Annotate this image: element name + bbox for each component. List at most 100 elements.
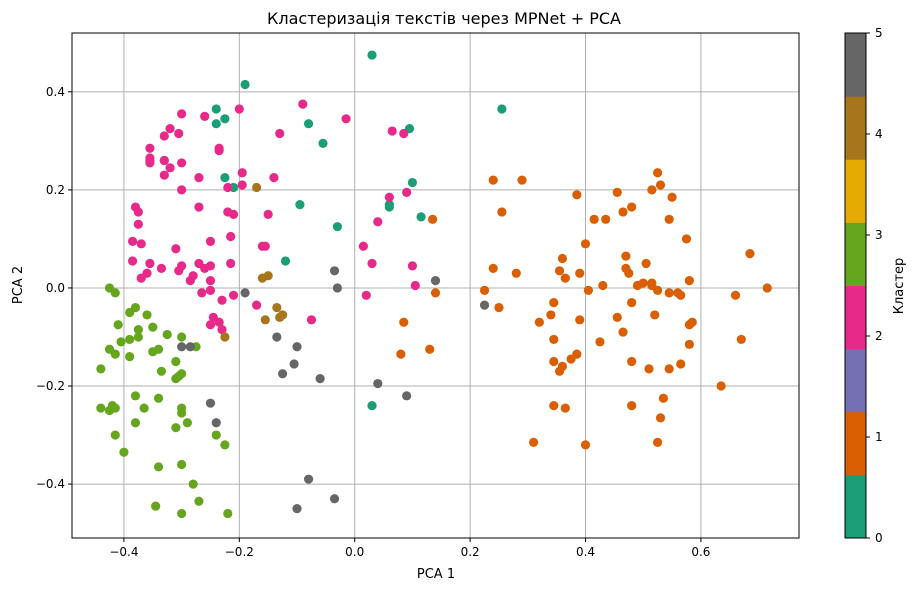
point-cluster-3 [177,508,187,519]
point-cluster-3 [133,325,143,335]
grid-lines [72,33,799,538]
point-cluster-0 [384,202,394,212]
point-cluster-4 [220,332,230,342]
point-cluster-1 [684,320,694,330]
point-cluster-1 [627,298,637,308]
point-cluster-1 [716,381,726,391]
x-tick-label: 0.0 [345,545,364,559]
colorbar-tick-label: 5 [875,26,883,40]
point-cluster-2 [217,295,227,305]
colorbar-bands [845,33,866,539]
point-cluster-3 [171,356,181,367]
point-cluster-3 [130,391,141,401]
point-cluster-2 [165,163,175,173]
point-cluster-5 [289,359,299,369]
colorbar-band [845,159,866,223]
point-cluster-2 [226,231,236,242]
point-cluster-3 [113,320,123,330]
point-cluster-4 [257,273,268,283]
point-cluster-1 [601,214,611,224]
point-cluster-1 [644,364,654,374]
point-cluster-1 [745,249,755,259]
point-cluster-2 [177,158,187,168]
point-cluster-1 [650,310,660,320]
point-cluster-3 [151,501,161,511]
point-cluster-1 [549,401,559,411]
point-cluster-3 [188,479,198,489]
point-cluster-1 [511,268,521,278]
y-tick-label: −0.4 [36,477,65,491]
point-cluster-1 [589,214,599,224]
point-cluster-1 [479,285,490,296]
chart-title: Кластеризація текстів через MPNet + PCA [267,9,621,28]
point-cluster-1 [517,175,527,185]
point-cluster-2 [200,263,210,273]
point-cluster-0 [367,50,377,60]
point-cluster-2 [174,128,184,139]
point-cluster-3 [174,371,184,381]
point-cluster-3 [110,288,120,298]
point-cluster-3 [156,366,167,376]
point-cluster-5 [292,503,302,514]
plot-frame [71,32,800,539]
point-cluster-5 [329,266,340,276]
point-cluster-1 [598,280,608,291]
point-cluster-5 [240,288,250,298]
point-cluster-1 [549,334,559,345]
point-cluster-0 [416,212,426,222]
point-cluster-2 [205,320,216,330]
point-cluster-2 [194,202,204,212]
point-cluster-2 [156,263,167,273]
point-cluster-2 [358,241,368,251]
point-cluster-3 [177,408,187,418]
point-cluster-2 [214,317,224,327]
point-cluster-2 [165,124,175,134]
point-cluster-1 [664,288,674,298]
point-cluster-2 [228,290,239,300]
point-cluster-2 [127,256,138,266]
x-axis-label: PCA 1 [417,567,455,582]
x-tick-label: −0.2 [225,545,254,559]
point-cluster-2 [384,192,394,202]
point-cluster-2 [306,315,317,325]
point-cluster-2 [194,173,204,183]
colorbar-band [845,96,866,160]
point-cluster-1 [557,253,568,264]
point-cluster-3 [110,349,120,359]
point-cluster-1 [730,290,741,300]
colorbar-band [845,285,866,350]
point-cluster-2 [159,155,169,166]
point-cluster-1 [762,283,772,293]
point-cluster-1 [575,315,585,325]
point-cluster-1 [612,312,622,322]
y-tick-label: 0.0 [46,281,65,295]
point-cluster-1 [632,280,643,291]
point-cluster-2 [136,273,146,283]
point-cluster-2 [217,325,227,335]
point-cluster-2 [234,104,244,114]
point-cluster-2 [361,290,371,300]
point-cluster-2 [367,258,377,269]
x-tick-label: 0.2 [461,545,480,559]
point-cluster-1 [681,234,692,244]
point-cluster-1 [560,273,570,283]
point-cluster-3 [125,307,135,318]
point-cluster-1 [612,187,622,197]
point-cluster-2 [205,275,216,286]
point-cluster-2 [269,173,279,183]
colorbar-band [845,33,866,97]
point-cluster-1 [655,413,666,423]
colorbar-frame [844,32,867,539]
point-cluster-5 [332,283,343,293]
point-cluster-2 [298,99,308,109]
plot-area: −0.4 −0.2 0.0 0.2 0.4 0.6 −0.4 −0.2 0.0 0.2 0.4 [36,32,800,559]
point-cluster-2 [133,207,143,217]
point-cluster-3 [223,508,233,519]
point-cluster-2 [200,111,210,121]
point-cluster-1 [624,268,634,278]
point-cluster-1 [399,317,409,327]
point-cluster-0 [240,79,250,90]
point-cluster-1 [428,214,438,224]
point-cluster-5 [430,275,441,286]
point-cluster-2 [228,209,239,220]
